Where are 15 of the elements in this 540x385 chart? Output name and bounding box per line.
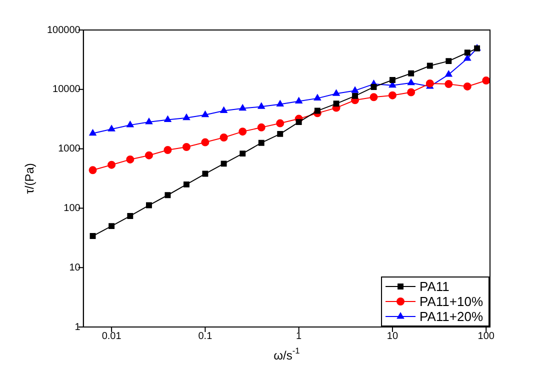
y-axis-title: τ/(Pa) [22, 163, 36, 194]
y-tick-label: 100 [64, 202, 81, 214]
legend-label: PA11+10% [420, 294, 484, 310]
y-tick-label: 100000 [46, 24, 81, 36]
y-tick-label: 10000 [52, 84, 81, 96]
legend-label: PA11 [420, 279, 450, 294]
x-tick-label: 100 [478, 330, 495, 342]
y-tick-label: 10 [69, 262, 81, 274]
legend-label: PA11+20% [420, 309, 484, 324]
x-tick-label: 0.1 [198, 330, 213, 342]
y-tick-label: 1000 [58, 144, 81, 155]
x-tick-label: 1 [296, 330, 302, 342]
x-tick-label: 10 [386, 330, 398, 342]
y-tick-label: 1 [74, 322, 81, 333]
x-tick-label: 0.01 [102, 330, 122, 342]
